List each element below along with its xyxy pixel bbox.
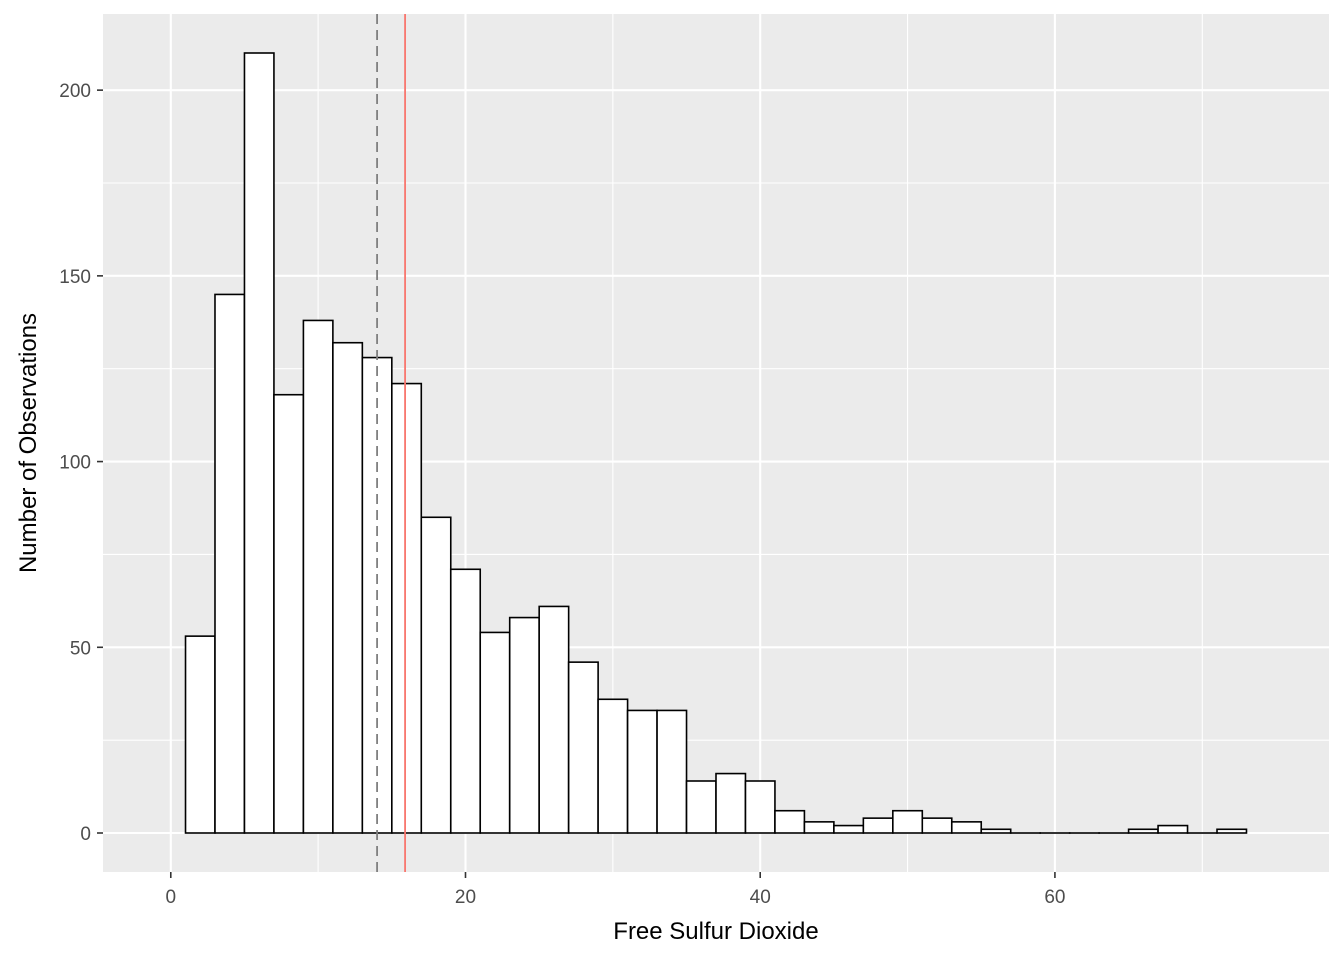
y-tick-label: 100 (59, 453, 91, 474)
histogram-bar (184, 635, 216, 834)
histogram-bar (479, 631, 511, 834)
histogram-bar (656, 709, 688, 834)
histogram-bar (685, 780, 717, 834)
x-tick-label: 60 (1044, 887, 1065, 908)
histogram-bar (980, 828, 1012, 834)
histogram-bar (1216, 828, 1248, 834)
histogram-bar (302, 319, 334, 834)
histogram-bar (833, 824, 865, 834)
histogram-bar (803, 821, 835, 834)
histogram-bar (243, 52, 275, 834)
x-axis-ticks: 0 20 40 60 (165, 872, 1065, 908)
histogram-bar (862, 817, 894, 834)
y-tick-label: 200 (59, 81, 91, 102)
y-tick-label: 50 (70, 638, 91, 659)
histogram-bar (626, 709, 658, 834)
x-tick-label: 20 (455, 887, 476, 908)
histogram-bar (273, 393, 305, 834)
histogram-bar (1157, 824, 1189, 834)
histogram-bar (715, 772, 747, 834)
histogram-bar (508, 616, 540, 834)
histogram-bar (892, 809, 924, 834)
histogram-bar (420, 516, 452, 834)
histogram-bar (597, 698, 629, 834)
y-tick-label: 0 (80, 824, 91, 845)
y-axis-title: Number of Observations (15, 313, 42, 573)
reference-lines (376, 14, 406, 872)
histogram-bar (332, 341, 364, 834)
histogram-bar (567, 661, 599, 834)
y-tick-label: 150 (59, 267, 91, 288)
y-axis-ticks: 0 50 100 150 200 (59, 81, 103, 845)
histogram-bar (950, 821, 983, 834)
histogram-bar (538, 605, 570, 834)
x-tick-label: 0 (165, 887, 176, 908)
histogram-bar (774, 809, 806, 834)
histogram-bar (449, 568, 482, 834)
histogram-bar (921, 817, 953, 834)
histogram-bar (1127, 828, 1159, 834)
x-tick-label: 40 (750, 887, 771, 908)
x-axis-title: Free Sulfur Dioxide (613, 918, 818, 945)
histogram-bar (214, 293, 246, 834)
histogram-bar (744, 780, 776, 834)
histogram-bar (391, 382, 423, 834)
